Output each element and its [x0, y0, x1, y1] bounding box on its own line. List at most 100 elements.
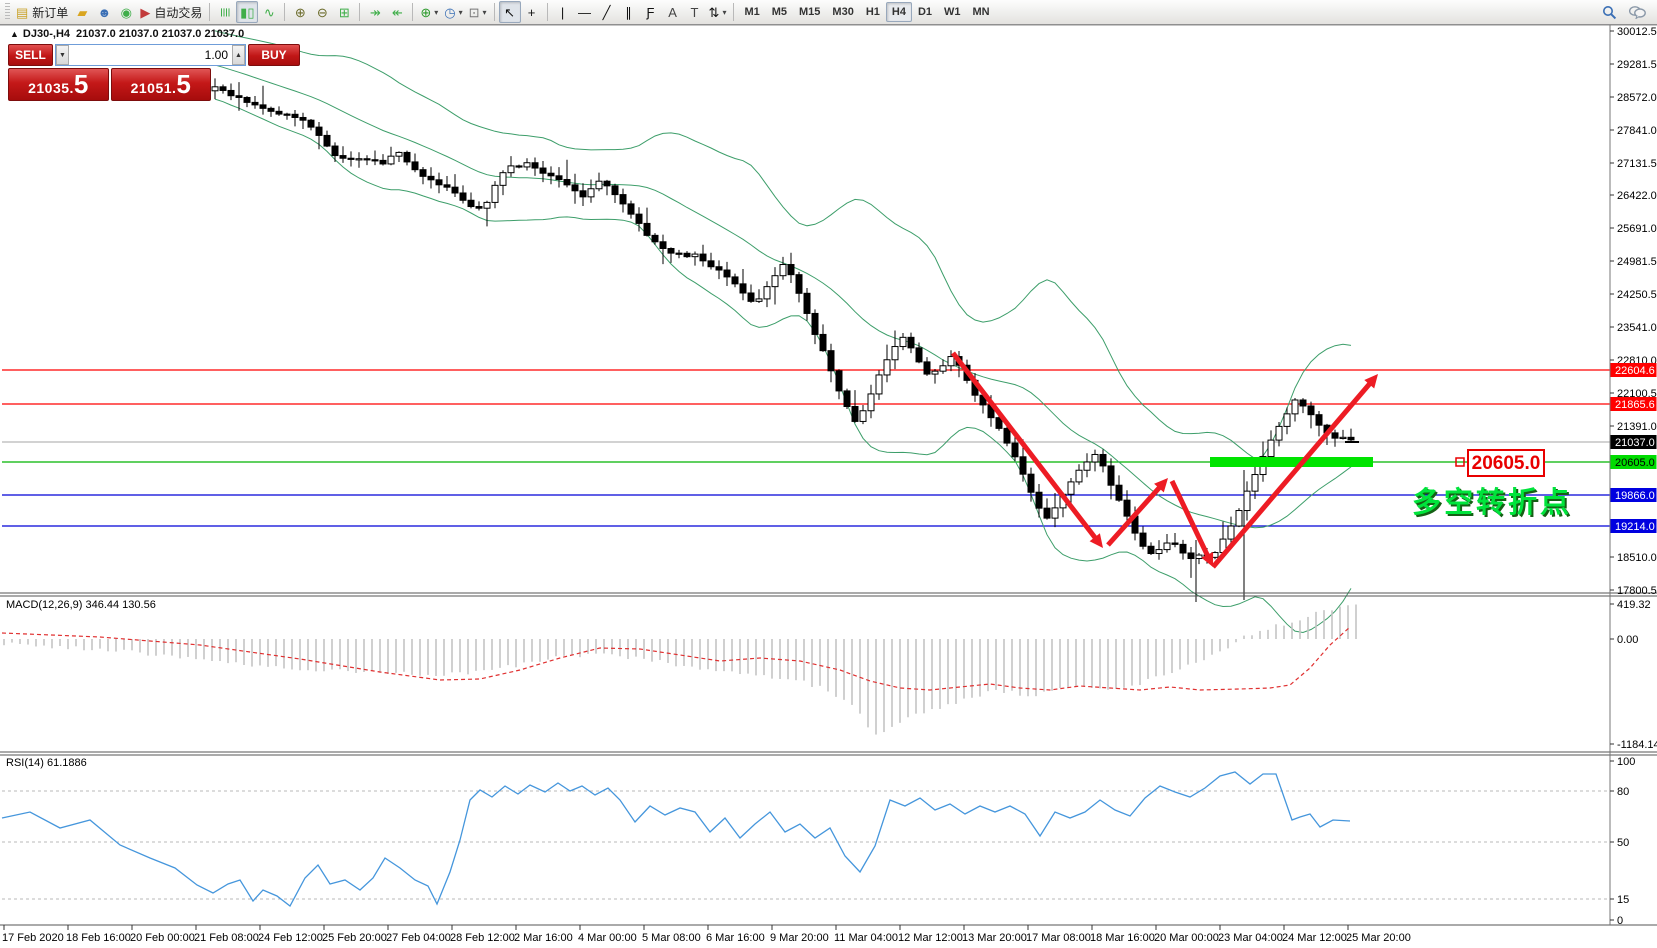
templates-icon: ⊡: [468, 4, 480, 20]
rsi-pane: RSI(14) 61.1886: [1, 757, 1610, 907]
arrows-button[interactable]: ⇅ ▾: [706, 1, 730, 23]
autotrading-button[interactable]: ▶ 自动交易: [137, 1, 205, 23]
tf-d1-label: D1: [917, 6, 933, 18]
time-axis-label: 13 Mar 20:00: [962, 932, 1027, 944]
volume-down-button[interactable]: ▼: [56, 45, 69, 65]
trendline-icon: ╱: [602, 4, 611, 20]
profile-button[interactable]: ☻: [93, 1, 115, 23]
symbol-header[interactable]: ▲ DJ30-,H4 21037.0 21037.0 21037.0 21037.0: [10, 28, 244, 40]
trendline-button[interactable]: ╱: [596, 1, 618, 23]
tf-m5[interactable]: M5: [766, 2, 793, 22]
vertical-line-button[interactable]: |: [552, 1, 574, 23]
trend-arrows: [951, 351, 1378, 569]
chart-shift-button[interactable]: ↞: [386, 1, 408, 23]
periods-button[interactable]: ◷ ▾: [441, 1, 465, 23]
time-axis-label: 18 Mar 16:00: [1090, 932, 1155, 944]
price-axis-label: 30012.5: [1617, 26, 1657, 38]
price-axis-label: 27131.5: [1617, 158, 1657, 170]
line-chart-icon: ∿: [263, 4, 275, 20]
macd-pane: MACD(12,26,9) 346.44 130.56: [1, 599, 1357, 735]
chart-shift-icon: ↞: [391, 4, 403, 20]
toolbar-separator: [493, 3, 495, 21]
collapse-triangle-icon[interactable]: ▲: [10, 29, 19, 39]
line-chart-button[interactable]: ∿: [258, 1, 280, 23]
volume-up-button[interactable]: ▲: [232, 45, 245, 65]
price-axis-label: 24250.5: [1617, 289, 1657, 301]
tf-d1[interactable]: D1: [912, 2, 938, 22]
time-axis-label: 23 Mar 04:00: [1218, 932, 1283, 944]
ask-price: 21051.: [130, 80, 177, 96]
zoom-out-button[interactable]: ⊖: [311, 1, 333, 23]
autoscroll-button[interactable]: ↠: [364, 1, 386, 23]
sell-button[interactable]: SELL: [8, 44, 53, 66]
zoom-in-icon: ⊕: [294, 4, 306, 20]
zoom-out-icon: ⊖: [316, 4, 328, 20]
crosshair-icon: +: [527, 4, 536, 20]
price-chip: 21865.6: [1615, 399, 1655, 411]
toolbar-separator: [412, 3, 414, 21]
tile-windows-button[interactable]: ⊞: [333, 1, 355, 23]
fibonacci-button[interactable]: Ƒ: [640, 1, 662, 23]
time-axis-label: 21 Feb 08:00: [194, 932, 259, 944]
channel-button[interactable]: ∥: [618, 1, 640, 23]
price-axis[interactable]: 30012.5 29281.5 28572.0 27841.0 27131.5 26422…: [1610, 26, 1657, 927]
bid-price-box[interactable]: 21035. 5: [8, 68, 109, 101]
pane-borders: [0, 24, 1657, 926]
templates-button[interactable]: ⊡ ▾: [466, 1, 490, 23]
tf-m5-label: M5: [771, 6, 788, 18]
tf-h1-label: H1: [865, 6, 880, 18]
toolbar-separator: [209, 3, 211, 21]
text-button[interactable]: A: [662, 1, 684, 23]
search-button[interactable]: [1598, 1, 1620, 23]
indicators-button[interactable]: ⊕ ▾: [417, 1, 441, 23]
tf-m1[interactable]: M1: [738, 2, 765, 22]
toolbar-separator: [284, 3, 286, 21]
crosshair-button[interactable]: +: [521, 1, 543, 23]
macd-axis-label: 419.32: [1617, 599, 1651, 611]
profile-icon: ☻: [97, 4, 112, 20]
symbol-quotes: 21037.0 21037.0 21037.0 21037.0: [76, 28, 245, 40]
cursor-icon: ↖: [504, 4, 515, 20]
tf-mn[interactable]: MN: [967, 2, 996, 22]
chat-button[interactable]: [1626, 1, 1649, 23]
price-axis-label: 25691.0: [1617, 223, 1657, 235]
tile-windows-icon: ⊞: [338, 4, 350, 20]
label-button[interactable]: T: [684, 1, 706, 23]
signal-button[interactable]: ◉: [115, 1, 137, 23]
support-highlight-bar[interactable]: [1210, 457, 1373, 467]
buy-button[interactable]: BUY: [248, 44, 300, 66]
gold-bar-icon: ▰: [77, 4, 88, 20]
cursor-button[interactable]: ↖: [498, 1, 521, 23]
time-axis-label: 18 Feb 16:00: [66, 932, 131, 944]
macd-axis-label: 0.00: [1617, 634, 1638, 646]
tf-w1[interactable]: W1: [938, 2, 967, 22]
zoom-in-button[interactable]: ⊕: [289, 1, 311, 23]
time-axis-label: 27 Feb 04:00: [386, 932, 451, 944]
price-axis-label: 26422.0: [1617, 190, 1657, 202]
rsi-axis-label: 80: [1617, 786, 1629, 798]
tf-m30[interactable]: M30: [826, 2, 859, 22]
tf-m15[interactable]: M15: [793, 2, 826, 22]
toolbar-separator: [546, 3, 548, 21]
tf-h1[interactable]: H1: [860, 2, 886, 22]
toolbar-drag-handle: [5, 3, 10, 21]
volume-input[interactable]: [69, 45, 232, 65]
new-order-button[interactable]: ▤ 新订单: [13, 1, 71, 23]
gold-bar-button[interactable]: ▰: [71, 1, 93, 23]
chevron-down-icon: ▾: [434, 7, 439, 17]
price-axis-label: 29281.5: [1617, 59, 1657, 71]
horizontal-line-button[interactable]: —: [574, 1, 596, 23]
price-chip: 19214.0: [1615, 521, 1655, 533]
candlestick-chart-button[interactable]: ▮▯: [236, 1, 259, 23]
toolbar-separator: [733, 3, 735, 21]
tf-h4[interactable]: H4: [885, 2, 912, 22]
search-icon: [1602, 5, 1616, 19]
time-axis-label: 17 Mar 08:00: [1026, 932, 1091, 944]
time-axis-label: 28 Feb 12:00: [450, 932, 515, 944]
ask-price-box[interactable]: 21051. 5: [110, 68, 211, 101]
channel-icon: ∥: [625, 4, 632, 20]
time-axis[interactable]: 17 Feb 2020 18 Feb 16:00 20 Feb 00:00 21 Fe…: [2, 925, 1411, 944]
